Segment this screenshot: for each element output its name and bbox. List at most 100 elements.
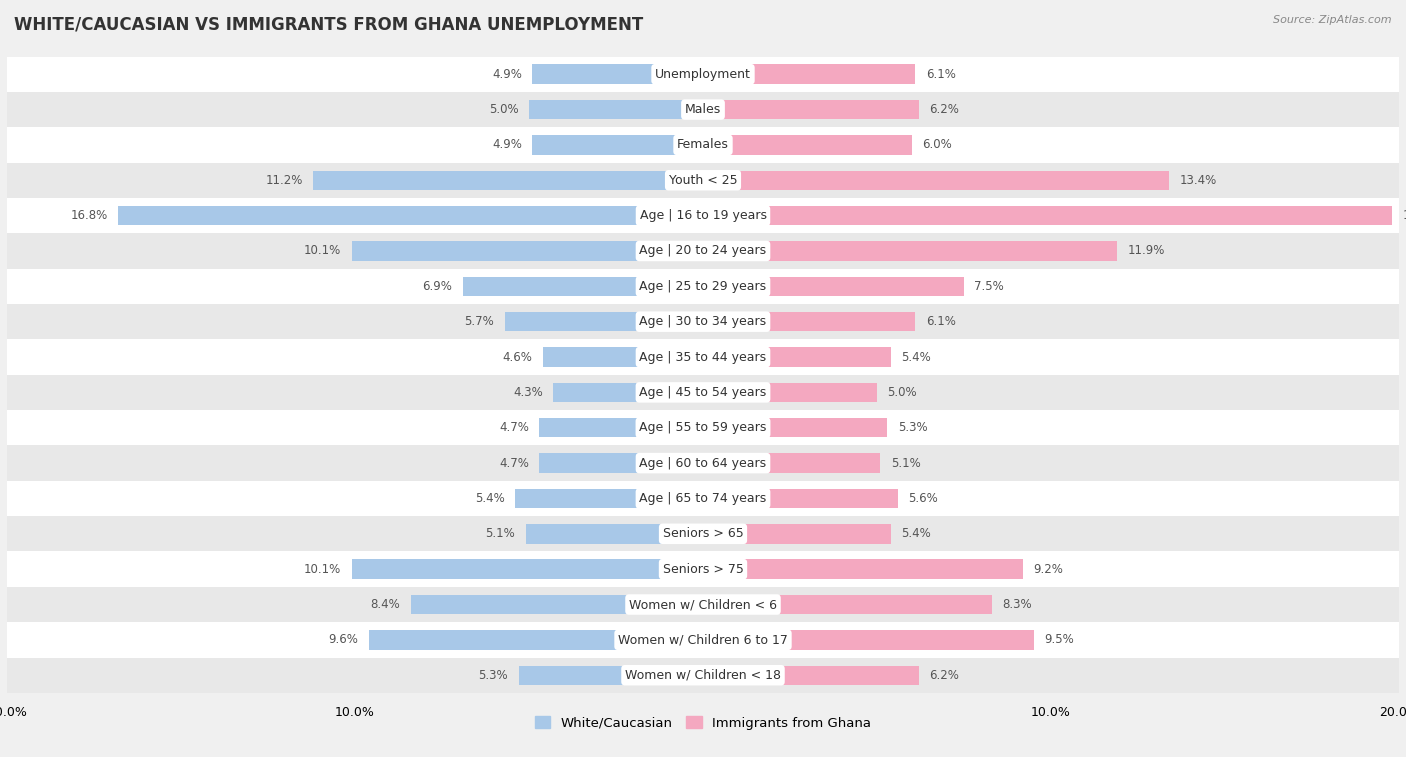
Text: 4.3%: 4.3%	[513, 386, 543, 399]
Text: 7.5%: 7.5%	[974, 280, 1004, 293]
Text: 16.8%: 16.8%	[70, 209, 108, 222]
Bar	[703, 595, 991, 614]
Text: Youth < 25: Youth < 25	[669, 174, 737, 187]
Text: 4.9%: 4.9%	[492, 139, 522, 151]
Bar	[526, 524, 703, 544]
Text: 5.3%: 5.3%	[898, 421, 928, 435]
Bar	[368, 630, 703, 650]
Bar	[7, 658, 1399, 693]
Text: 9.5%: 9.5%	[1045, 634, 1074, 646]
Bar	[7, 163, 1399, 198]
Bar	[703, 276, 965, 296]
Text: WHITE/CAUCASIAN VS IMMIGRANTS FROM GHANA UNEMPLOYMENT: WHITE/CAUCASIAN VS IMMIGRANTS FROM GHANA…	[14, 15, 644, 33]
Bar	[7, 410, 1399, 445]
Bar	[540, 418, 703, 438]
Text: Age | 35 to 44 years: Age | 35 to 44 years	[640, 350, 766, 363]
Bar	[533, 64, 703, 84]
Text: Age | 60 to 64 years: Age | 60 to 64 years	[640, 456, 766, 469]
Text: 6.0%: 6.0%	[922, 139, 952, 151]
Text: 5.0%: 5.0%	[887, 386, 917, 399]
Bar	[554, 383, 703, 402]
Text: 6.9%: 6.9%	[423, 280, 453, 293]
Bar	[7, 233, 1399, 269]
Text: 11.2%: 11.2%	[266, 174, 302, 187]
Text: Age | 20 to 24 years: Age | 20 to 24 years	[640, 245, 766, 257]
Text: 5.4%: 5.4%	[475, 492, 505, 505]
Text: 6.1%: 6.1%	[925, 67, 956, 81]
Text: 4.6%: 4.6%	[502, 350, 533, 363]
Text: 4.7%: 4.7%	[499, 456, 529, 469]
Text: 5.4%: 5.4%	[901, 528, 931, 540]
Bar	[411, 595, 703, 614]
Bar	[703, 665, 918, 685]
Bar	[505, 312, 703, 332]
Text: 5.0%: 5.0%	[489, 103, 519, 116]
Text: 19.8%: 19.8%	[1402, 209, 1406, 222]
Bar	[7, 198, 1399, 233]
Text: 9.2%: 9.2%	[1033, 562, 1063, 575]
Text: Age | 25 to 29 years: Age | 25 to 29 years	[640, 280, 766, 293]
Text: 6.2%: 6.2%	[929, 668, 959, 682]
Text: Women w/ Children < 6: Women w/ Children < 6	[628, 598, 778, 611]
Bar	[703, 170, 1170, 190]
Bar	[7, 375, 1399, 410]
Text: Seniors > 65: Seniors > 65	[662, 528, 744, 540]
Text: Women w/ Children < 18: Women w/ Children < 18	[626, 668, 780, 682]
Text: 5.1%: 5.1%	[485, 528, 515, 540]
Bar	[7, 127, 1399, 163]
Bar	[540, 453, 703, 473]
Bar	[529, 100, 703, 120]
Bar	[703, 241, 1118, 260]
Bar	[703, 64, 915, 84]
Text: 4.7%: 4.7%	[499, 421, 529, 435]
Text: 4.9%: 4.9%	[492, 67, 522, 81]
Text: Source: ZipAtlas.com: Source: ZipAtlas.com	[1274, 15, 1392, 25]
Text: 5.6%: 5.6%	[908, 492, 938, 505]
Text: 10.1%: 10.1%	[304, 562, 342, 575]
Bar	[7, 516, 1399, 552]
Bar	[703, 206, 1392, 226]
Text: 13.4%: 13.4%	[1180, 174, 1218, 187]
Bar	[7, 481, 1399, 516]
Text: Women w/ Children 6 to 17: Women w/ Children 6 to 17	[619, 634, 787, 646]
Text: Age | 65 to 74 years: Age | 65 to 74 years	[640, 492, 766, 505]
Bar	[703, 418, 887, 438]
Bar	[703, 630, 1033, 650]
Bar	[703, 524, 891, 544]
Bar	[7, 269, 1399, 304]
Text: 5.4%: 5.4%	[901, 350, 931, 363]
Text: Age | 55 to 59 years: Age | 55 to 59 years	[640, 421, 766, 435]
Bar	[703, 489, 898, 508]
Bar	[118, 206, 703, 226]
Bar	[703, 100, 918, 120]
Bar	[515, 489, 703, 508]
Bar	[519, 665, 703, 685]
Text: 11.9%: 11.9%	[1128, 245, 1166, 257]
Bar	[7, 339, 1399, 375]
Bar	[7, 445, 1399, 481]
Bar	[314, 170, 703, 190]
Bar	[703, 559, 1024, 579]
Text: Age | 30 to 34 years: Age | 30 to 34 years	[640, 315, 766, 329]
Text: 5.3%: 5.3%	[478, 668, 508, 682]
Bar	[703, 453, 880, 473]
Bar	[7, 552, 1399, 587]
Bar	[703, 136, 912, 154]
Legend: White/Caucasian, Immigrants from Ghana: White/Caucasian, Immigrants from Ghana	[529, 711, 877, 735]
Text: 10.1%: 10.1%	[304, 245, 342, 257]
Text: Males: Males	[685, 103, 721, 116]
Bar	[352, 559, 703, 579]
Bar	[463, 276, 703, 296]
Text: Females: Females	[678, 139, 728, 151]
Text: Seniors > 75: Seniors > 75	[662, 562, 744, 575]
Bar	[7, 622, 1399, 658]
Bar	[543, 347, 703, 366]
Bar	[7, 92, 1399, 127]
Text: 8.3%: 8.3%	[1002, 598, 1032, 611]
Bar	[703, 347, 891, 366]
Bar	[703, 383, 877, 402]
Text: 5.1%: 5.1%	[891, 456, 921, 469]
Text: 8.4%: 8.4%	[371, 598, 401, 611]
Bar	[352, 241, 703, 260]
Text: 6.2%: 6.2%	[929, 103, 959, 116]
